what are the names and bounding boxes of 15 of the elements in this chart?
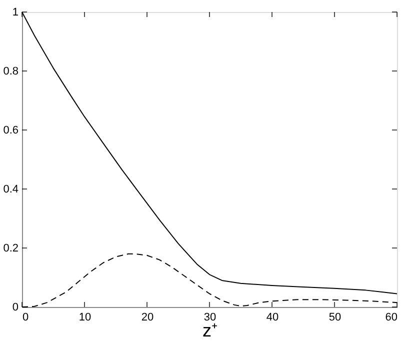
x-tick-label: 10 — [78, 312, 92, 324]
y-tick-label: 0.4 — [3, 184, 18, 196]
x-tick-label: 60 — [385, 312, 398, 324]
y-tick-label: 0 — [12, 302, 18, 314]
x-tick-label: 40 — [266, 312, 279, 324]
x-axis-title: z⁺ — [202, 320, 218, 340]
y-tick-label: 0.6 — [3, 124, 18, 136]
line-series — [22, 12, 398, 294]
y-tick-label: 1 — [12, 6, 18, 18]
x-tick-label: 50 — [328, 312, 342, 324]
x-tick-label: 0 — [22, 312, 29, 324]
y-tick-label: 0.8 — [3, 66, 18, 78]
x-tick-label: 30 — [204, 312, 216, 324]
x-tick-label: 20 — [141, 312, 154, 324]
y-tick-label: 0.2 — [3, 242, 18, 254]
